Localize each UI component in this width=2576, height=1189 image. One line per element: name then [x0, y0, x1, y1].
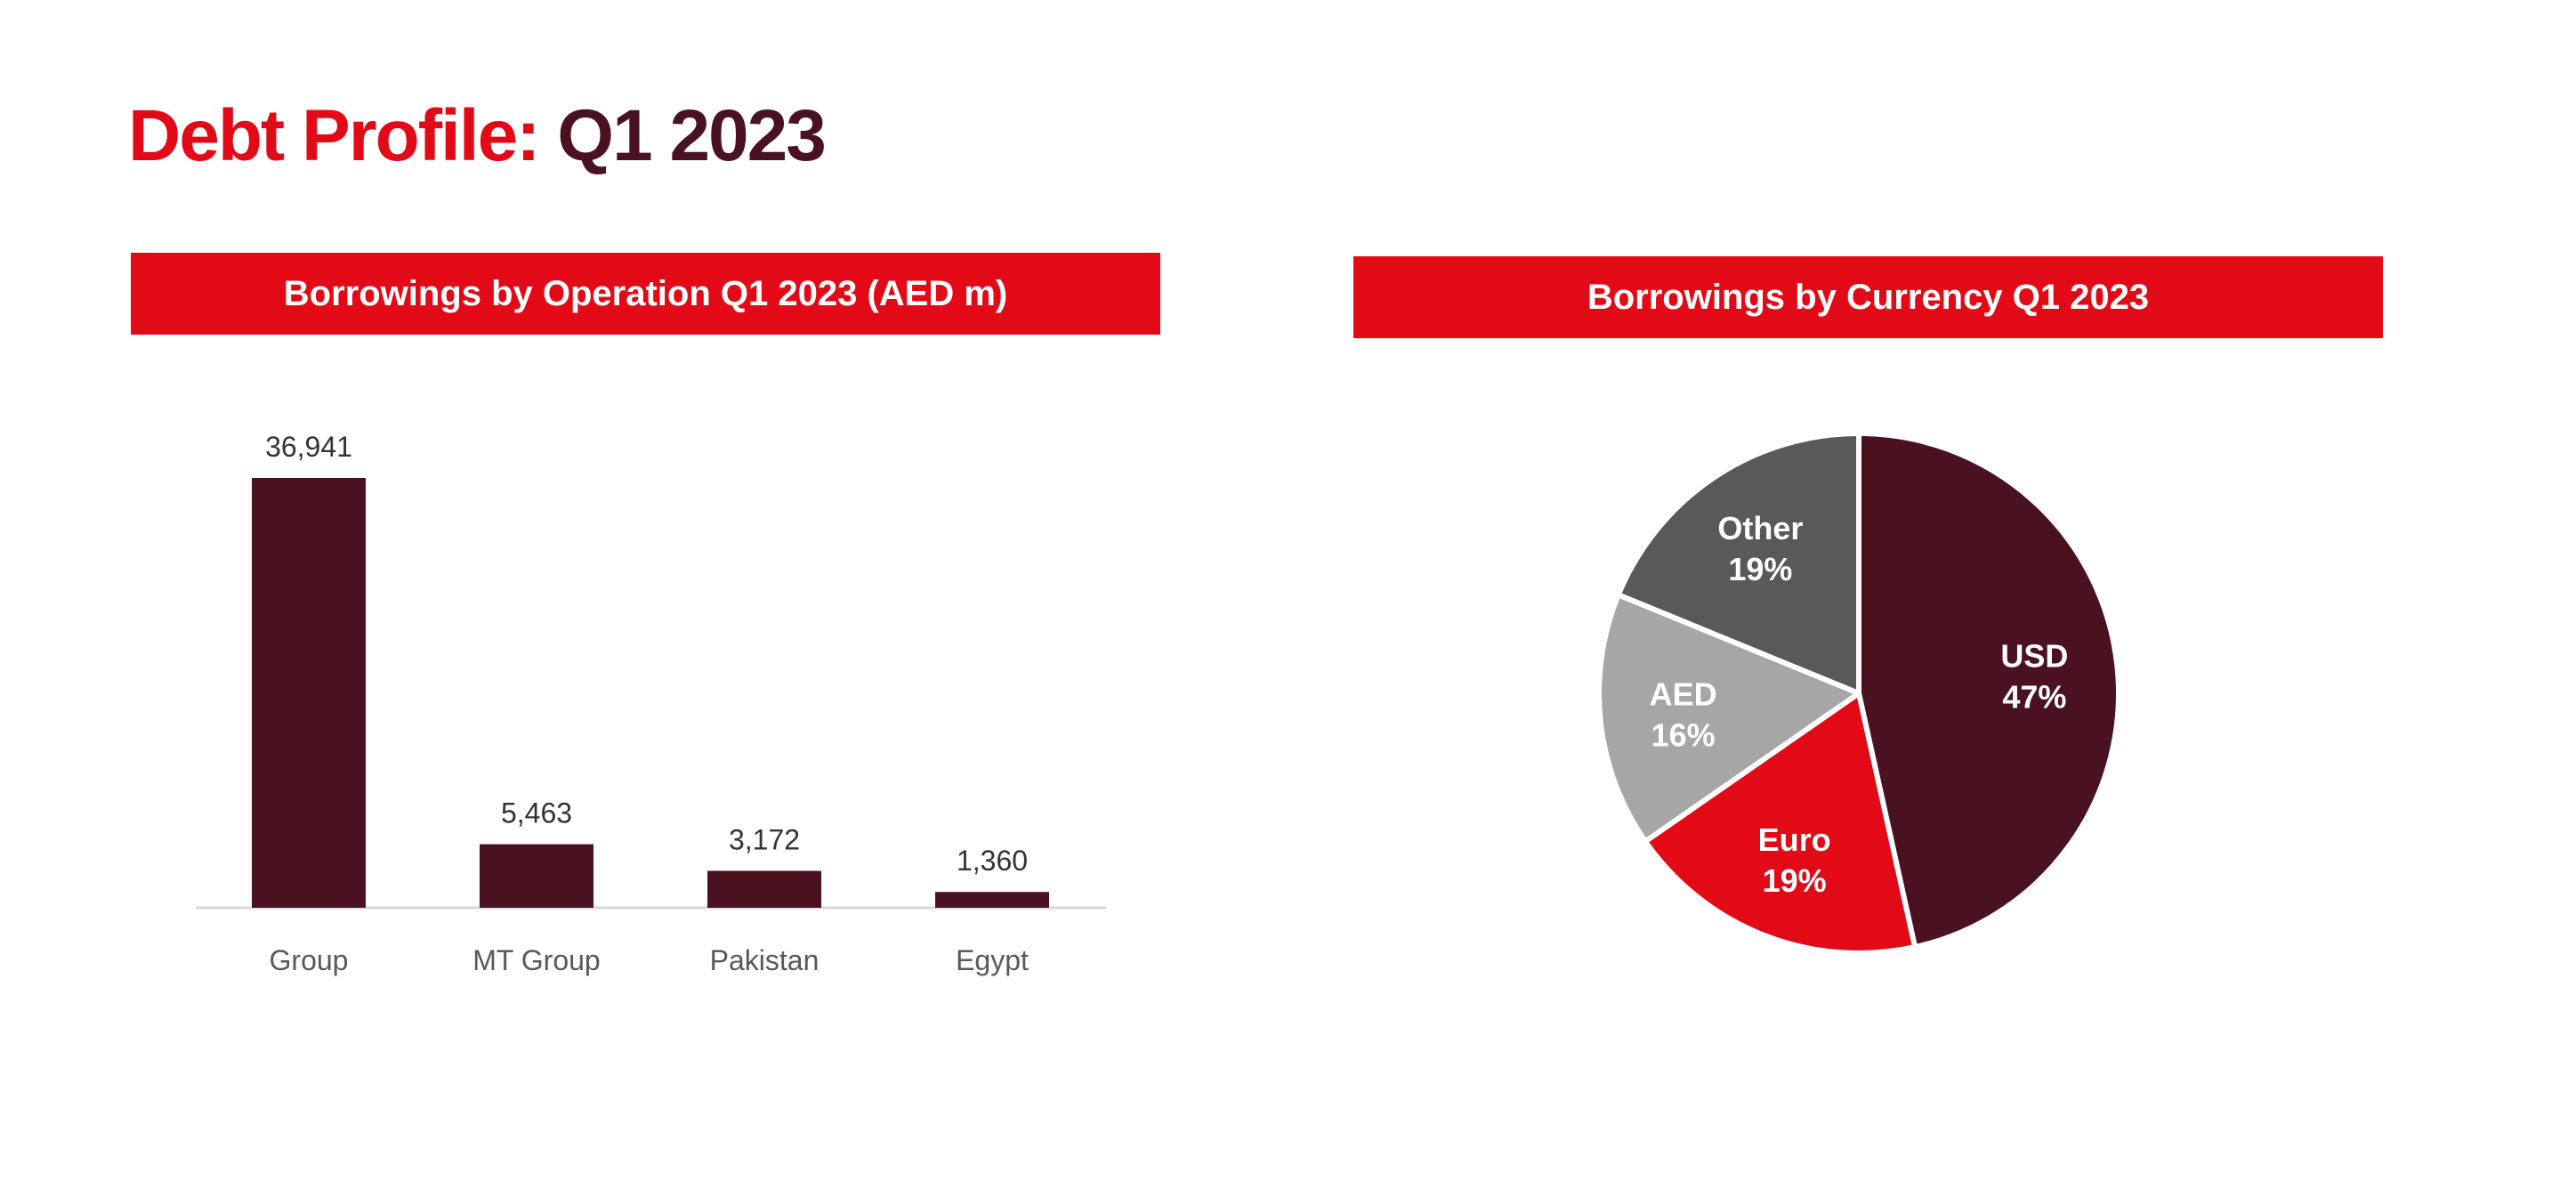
x-tick-label: Egypt: [956, 944, 1029, 976]
borrowings-by-currency-pie-chart: USD 47% Euro 19% AED 16% Other 19%: [1596, 431, 2121, 956]
bar: [935, 892, 1049, 908]
pie-slice-percent: 19%: [1728, 551, 1792, 587]
bar-chart-title: Borrowings by Operation Q1 2023 (AED m): [283, 273, 1008, 313]
borrowings-by-operation-bar-chart: 36,941 Group 5,463 MT Group 3,172 Pakistan 1,3…: [196, 431, 1106, 976]
bar: [707, 870, 821, 908]
page-title-accent: Debt Profile:: [128, 95, 540, 176]
pie-slice-percent: 47%: [2002, 678, 2066, 715]
page-title: Debt Profile: Q1 2023: [128, 100, 827, 173]
bar-value-label: 1,360: [957, 845, 1028, 877]
page-title-period: Q1 2023: [557, 95, 827, 176]
pie-slice-other: [1615, 431, 1861, 696]
pie-slice-euro: [1643, 691, 1918, 956]
x-tick-label: MT Group: [472, 944, 600, 976]
bar-value-label: 3,172: [729, 824, 800, 856]
pie-slice-label: USD: [2000, 637, 2068, 674]
bar-chart-header: Borrowings by Operation Q1 2023 (AED m): [131, 253, 1160, 335]
pie-slice-label: Other: [1717, 510, 1803, 546]
pie-slice-percent: 19%: [1763, 862, 1827, 899]
pie-chart-title: Borrowings by Currency Q1 2023: [1587, 277, 2150, 317]
bar-value-label: 5,463: [501, 797, 572, 829]
bar-value-label: 36,941: [265, 431, 352, 463]
pie-slice-percent: 16%: [1651, 717, 1716, 754]
pie-slice-label: AED: [1650, 676, 1717, 713]
pie-slice-usd: [1856, 431, 2121, 950]
x-tick-label: Pakistan: [710, 944, 820, 976]
pie-chart-header: Borrowings by Currency Q1 2023: [1353, 256, 2383, 338]
pie-slice-aed: [1596, 592, 1861, 845]
x-tick-label: Group: [270, 944, 349, 976]
pie-slice-label: Euro: [1758, 821, 1831, 858]
bar: [480, 844, 594, 908]
bar: [252, 478, 366, 908]
